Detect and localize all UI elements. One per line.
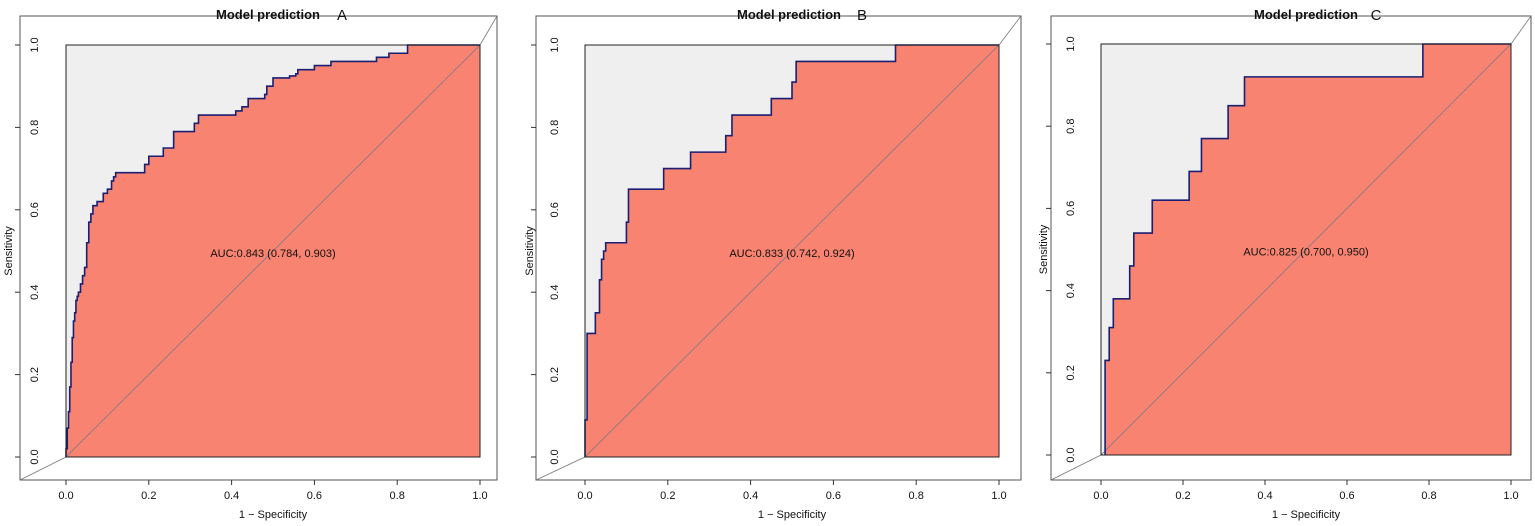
auc-annotation: AUC:0.825 (0.700, 0.950) [1243, 247, 1368, 259]
plot-area-border [584, 44, 1000, 458]
y-tick-label: 0.0 [549, 449, 561, 464]
frame-corner-line [19, 456, 67, 481]
chart-title: Model prediction [737, 7, 841, 22]
x-tick-label: 0.4 [1257, 490, 1272, 502]
plot-area-border [1100, 43, 1512, 456]
y-tick-label: 0.6 [549, 202, 561, 217]
y-axis-label: Sensitivity [3, 226, 15, 276]
frame-corner-line [1510, 15, 1532, 45]
chart-title: Model prediction [1254, 7, 1358, 22]
y-tick-label: 1.0 [549, 37, 561, 52]
x-tick-label: 0.4 [743, 490, 758, 502]
x-tick-label: 0.6 [826, 490, 841, 502]
x-tick-label: 0.6 [1339, 490, 1354, 502]
y-axis-label: Sensitivity [524, 226, 536, 276]
chart-title: Model prediction [216, 7, 320, 22]
x-tick-label: 0.8 [390, 490, 405, 502]
roc-curve-line [65, 44, 480, 457]
x-tick-label: 0.8 [909, 490, 924, 502]
y-tick-label: 0.2 [1065, 365, 1077, 380]
y-tick-label: 0.6 [1065, 201, 1077, 216]
x-tick-label: 0.4 [224, 490, 239, 502]
x-tick-label: 0.2 [141, 490, 156, 502]
x-tick-label: 0.2 [1175, 490, 1190, 502]
y-tick-label: 1.0 [1065, 36, 1077, 51]
x-tick-label: 0.2 [660, 490, 675, 502]
y-tick-label: 0.4 [1065, 283, 1077, 298]
x-tick-label: 0.0 [577, 490, 592, 502]
frame-corner-line [535, 456, 586, 481]
y-tick-label: 0.2 [549, 367, 561, 382]
y-tick-label: 0.8 [29, 120, 41, 135]
y-tick-label: 0.4 [29, 285, 41, 300]
roc-panel-a: 0.0 0.2 0.4 0.6 0.8 1.0 0.0 0.2 0.4 0.6 0.8 1.0 Mode… [3, 7, 498, 521]
frame-corner-line [998, 15, 1022, 46]
x-axis-label: 1 − Specificity [239, 509, 308, 521]
x-axis-label: 1 − Specificity [758, 509, 827, 521]
x-tick-label: 0.0 [58, 490, 73, 502]
frame-corner-line [479, 15, 498, 46]
y-axis-label: Sensitivity [1038, 224, 1050, 274]
roc-panel-c: 0.0 0.2 0.4 0.6 0.8 1.0 0.0 0.2 0.4 0.6 0.8 1.0 Mode… [1038, 7, 1532, 521]
x-tick-label: 0.8 [1421, 490, 1436, 502]
x-tick-label: 1.0 [991, 490, 1006, 502]
y-tick-label: 0.0 [29, 449, 41, 464]
y-tick-label: 0.0 [1065, 447, 1077, 462]
panel-label: C [1371, 7, 1382, 24]
reference-diagonal [584, 44, 1000, 458]
x-tick-label: 1.0 [472, 490, 487, 502]
y-tick-label: 0.6 [29, 202, 41, 217]
x-tick-label: 1.0 [1503, 490, 1518, 502]
y-tick-label: 1.0 [29, 37, 41, 52]
y-tick-label: 0.8 [549, 120, 561, 135]
reference-diagonal [1100, 43, 1512, 456]
y-tick-label: 0.4 [549, 285, 561, 300]
plot-frame [535, 15, 1022, 481]
plot-area-border [65, 44, 481, 458]
x-axis-label: 1 − Specificity [1272, 509, 1341, 521]
panel-label: B [857, 7, 867, 24]
auc-annotation: AUC:0.833 (0.742, 0.924) [729, 248, 854, 260]
panel-label: A [337, 7, 347, 24]
roc-panel-b: 0.0 0.2 0.4 0.6 0.8 1.0 0.0 0.2 0.4 0.6 0.8 1.0 Mode… [524, 7, 1022, 521]
roc-curve-line [1104, 43, 1511, 455]
y-tick-label: 0.8 [1065, 119, 1077, 134]
y-tick-label: 0.2 [29, 367, 41, 382]
x-tick-label: 0.0 [1093, 490, 1108, 502]
roc-curve-line [584, 44, 999, 457]
plot-frame [1050, 15, 1532, 481]
auc-annotation: AUC:0.843 (0.784, 0.903) [210, 248, 335, 260]
x-tick-label: 0.6 [307, 490, 322, 502]
auc-fill-area [1105, 44, 1511, 455]
frame-corner-line [1050, 454, 1102, 481]
reference-diagonal [65, 44, 481, 458]
plot-frame [19, 15, 498, 481]
